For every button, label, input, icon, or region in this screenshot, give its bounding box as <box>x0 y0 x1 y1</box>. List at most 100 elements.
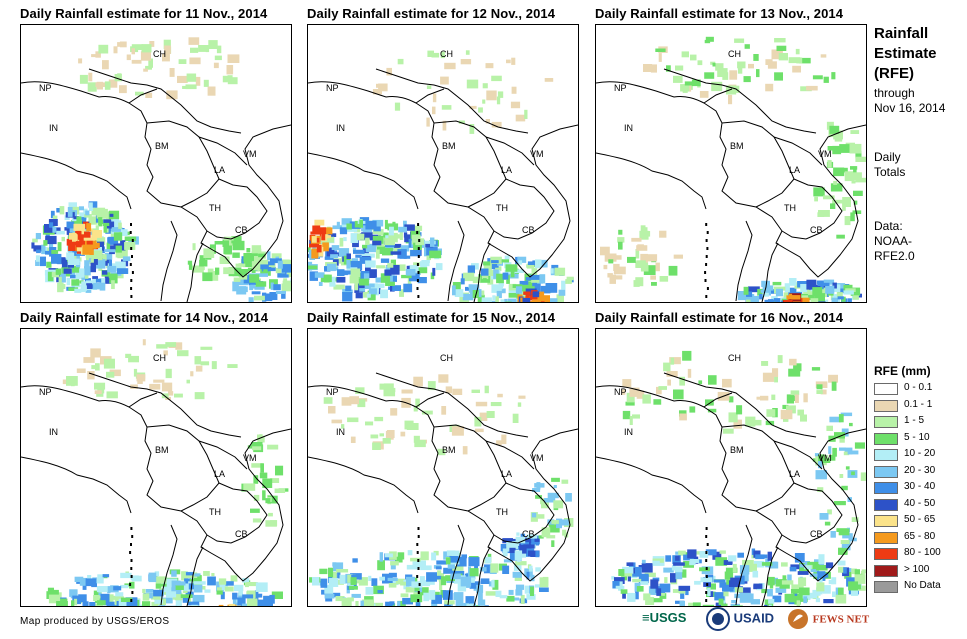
rainfall-cell <box>370 434 379 439</box>
rainfall-cell <box>539 295 550 302</box>
rainfall-cell <box>254 295 265 301</box>
rainfall-cell <box>490 563 499 573</box>
rainfall-cell <box>145 592 153 599</box>
country-border <box>663 68 817 134</box>
rainfall-cell <box>83 357 95 363</box>
rainfall-cell <box>724 571 734 580</box>
island-mark <box>416 279 419 282</box>
rainfall-cell <box>722 428 734 434</box>
rainfall-cell <box>816 384 823 390</box>
rainfall-cell <box>219 256 230 264</box>
rainfall-cell <box>535 259 542 269</box>
rainfall-cell <box>451 550 460 558</box>
rainfall-cell <box>45 235 57 245</box>
rainfall-cell <box>771 49 783 60</box>
rainfall-cell <box>817 212 825 217</box>
rainfall-cell <box>40 256 46 267</box>
island-mark <box>131 255 133 258</box>
rainfall-cell <box>520 594 525 604</box>
rainfall-cell <box>817 282 830 286</box>
rainfall-cell <box>532 488 541 492</box>
rainfall-cell <box>496 96 501 105</box>
rainfall-cell <box>670 357 675 365</box>
rainfall-cell <box>462 293 474 301</box>
rainfall-cell <box>351 593 361 598</box>
rainfall-cell <box>117 73 122 78</box>
rainfall-cell <box>827 160 832 168</box>
rainfall-cell <box>491 121 502 128</box>
rainfall-cell <box>426 117 430 127</box>
rainfall-cell <box>79 74 88 84</box>
rainfall-cell <box>67 207 73 217</box>
rainfall-cell <box>546 535 556 539</box>
rainfall-cell <box>495 590 502 597</box>
rainfall-cell <box>222 75 228 83</box>
rainfall-cell <box>454 592 464 599</box>
rainfall-cell <box>376 83 380 88</box>
rainfall-cell <box>153 379 165 383</box>
rainfall-cell <box>468 284 480 293</box>
rainfall-cell <box>66 238 79 246</box>
rainfall-cell <box>168 391 174 396</box>
rainfall-cell <box>183 583 189 591</box>
country-label-bm: BM <box>442 445 456 455</box>
rainfall-cell <box>689 559 700 563</box>
rainfall-cell <box>850 212 855 222</box>
rainfall-cell <box>76 216 82 222</box>
rainfall-cell <box>722 72 729 80</box>
rainfall-cell <box>222 239 229 247</box>
panel-title: Daily Rainfall estimate for 12 Nov., 201… <box>307 6 556 21</box>
rainfall-cell <box>332 562 344 572</box>
rainfall-cell <box>643 64 653 72</box>
rainfall-cell <box>431 594 442 604</box>
rainfall-cell <box>558 289 566 296</box>
rainfall-cell <box>242 578 250 583</box>
rainfall-cell <box>491 580 495 588</box>
rainfall-cell <box>788 368 801 377</box>
rainfall-cell <box>523 544 535 549</box>
country-border <box>88 68 242 134</box>
rainfall-cell <box>636 390 645 399</box>
rainfall-cell <box>537 293 543 302</box>
rainfall-cell <box>673 562 685 566</box>
rainfall-cell <box>839 474 844 478</box>
rainfall-map <box>308 50 578 302</box>
rainfall-cell <box>694 551 700 555</box>
rainfall-cell <box>58 276 62 286</box>
rainfall-cell <box>79 577 89 586</box>
rainfall-cell <box>774 372 778 383</box>
rainfall-cell <box>93 208 97 216</box>
island-mark <box>130 559 133 562</box>
rainfall-cell <box>659 276 669 282</box>
rainfall-cell <box>104 258 112 266</box>
rainfall-cell <box>92 278 97 285</box>
island-mark <box>417 255 420 258</box>
rainfall-cell <box>89 602 96 606</box>
rainfall-cell <box>843 451 850 456</box>
country-label-in: IN <box>49 123 58 133</box>
rainfall-cell <box>533 514 545 519</box>
rainfall-cell <box>511 86 517 94</box>
rainfall-cell <box>319 227 327 237</box>
rainfall-cell <box>833 180 838 185</box>
rainfall-cell <box>502 548 508 557</box>
rainfall-cell <box>664 577 668 583</box>
rainfall-cell <box>832 591 836 597</box>
rainfall-cell <box>440 51 445 59</box>
country-label-bm: BM <box>730 141 744 151</box>
rainfall-cell <box>768 604 772 606</box>
island-mark <box>131 271 134 274</box>
rainfall-cell <box>506 59 511 64</box>
rainfall-cell <box>188 37 200 45</box>
rainfall-cell <box>107 601 115 606</box>
rainfall-cell <box>120 584 129 589</box>
rainfall-cell <box>400 245 410 252</box>
rainfall-cell <box>441 105 452 110</box>
rainfall-cell <box>100 593 110 602</box>
rainfall-cell <box>820 389 827 395</box>
rainfall-cell <box>74 288 82 293</box>
rainfall-cell <box>106 242 111 252</box>
rainfall-cell <box>663 362 671 372</box>
country-border <box>596 385 866 582</box>
rainfall-cell <box>490 402 502 407</box>
